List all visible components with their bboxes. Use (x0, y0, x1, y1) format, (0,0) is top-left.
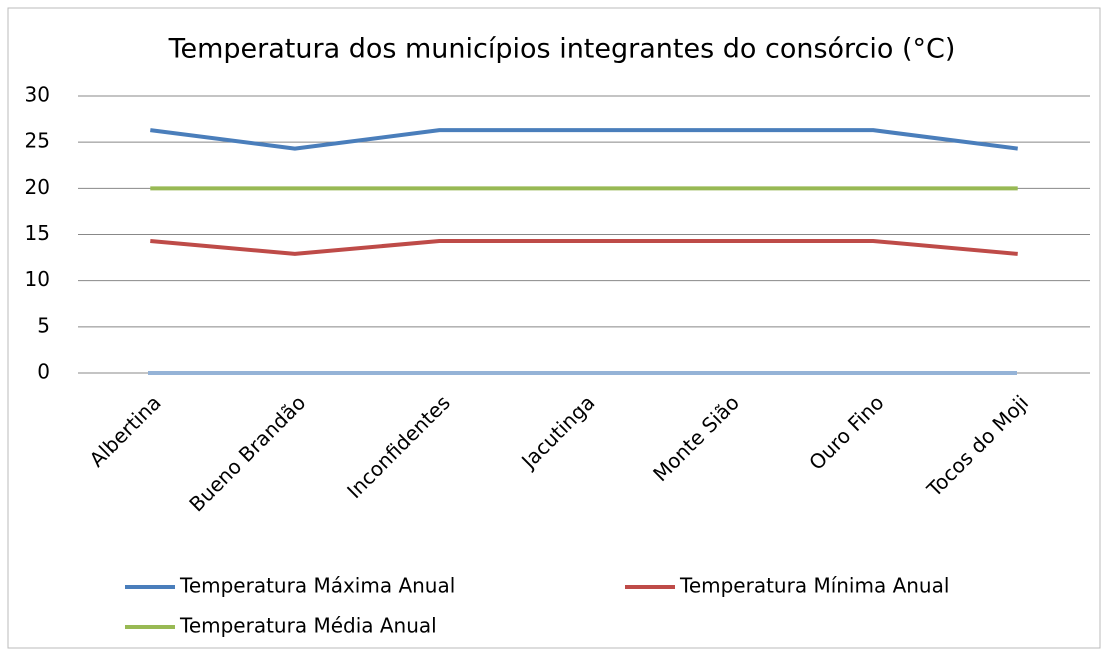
series-line (150, 238, 1018, 256)
y-tick-label: 10 (25, 267, 50, 291)
y-tick-label: 5 (37, 313, 50, 337)
y-tick-label: 25 (25, 129, 50, 153)
y-tick-label: 0 (37, 360, 50, 384)
y-tick-label: 15 (25, 221, 50, 245)
chart-title: Temperatura dos municípios integrantes d… (168, 34, 956, 65)
legend-label: Temperatura Média Anual (179, 614, 437, 638)
legend-label: Temperatura Máxima Anual (179, 574, 455, 598)
legend-label: Temperatura Mínima Anual (679, 574, 949, 598)
chart-border (7, 7, 1101, 649)
y-tick-label: 30 (25, 83, 50, 107)
y-tick-label: 20 (25, 175, 50, 199)
series-line (150, 128, 1018, 151)
